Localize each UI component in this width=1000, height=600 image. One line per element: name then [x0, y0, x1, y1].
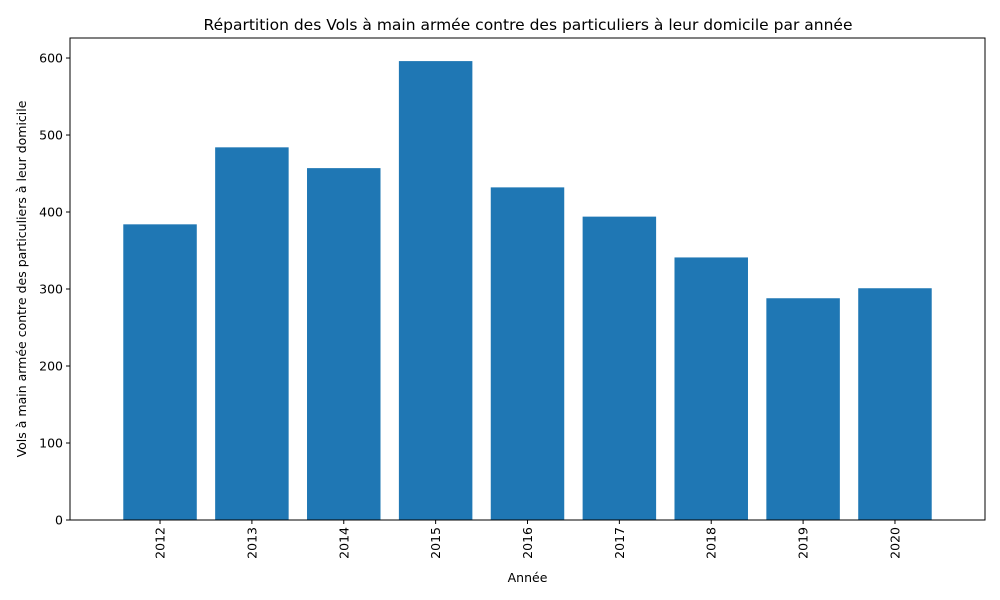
x-tick-label: 2016: [520, 527, 535, 559]
x-tick-label: 2017: [612, 527, 627, 559]
bar-2019: [766, 298, 840, 520]
x-tick-label: 2020: [887, 527, 902, 559]
plot-frame: [69, 37, 986, 521]
x-tick-label: 2013: [244, 527, 259, 559]
x-axis-label: Année: [508, 570, 548, 585]
y-tick-label: 300: [39, 282, 63, 297]
y-tick-label: 200: [39, 359, 63, 374]
bars-group: [123, 61, 932, 521]
bar-2012: [123, 224, 197, 520]
bar-2020: [858, 288, 932, 520]
y-tick-label: 600: [39, 51, 63, 66]
chart-title: Répartition des Vols à main armée contre…: [204, 16, 853, 34]
y-tick-label: 400: [39, 205, 63, 220]
x-tick-label: 2014: [336, 527, 351, 559]
y-tick-label: 500: [39, 128, 63, 143]
y-tick-label: 0: [55, 513, 63, 528]
y-axis: 0 100 200 300 400 500 600: [39, 51, 70, 528]
bar-2016: [490, 187, 565, 521]
bar-2017: [582, 216, 657, 521]
y-tick-label: 100: [39, 436, 63, 451]
x-tick-label: 2012: [153, 527, 168, 559]
x-tick-label: 2015: [428, 527, 443, 559]
x-tick-label: 2019: [796, 527, 811, 559]
bar-2013: [215, 147, 289, 521]
bar-2018: [674, 257, 748, 520]
bar-2014: [307, 168, 381, 520]
y-axis-label: Vols à main armée contre des particulier…: [14, 100, 29, 457]
x-axis: 2012 2013 2014 2015 2016 2017 2018 2019 2020: [153, 520, 902, 559]
x-tick-label: 2018: [704, 527, 719, 559]
bar-2015: [398, 61, 473, 521]
